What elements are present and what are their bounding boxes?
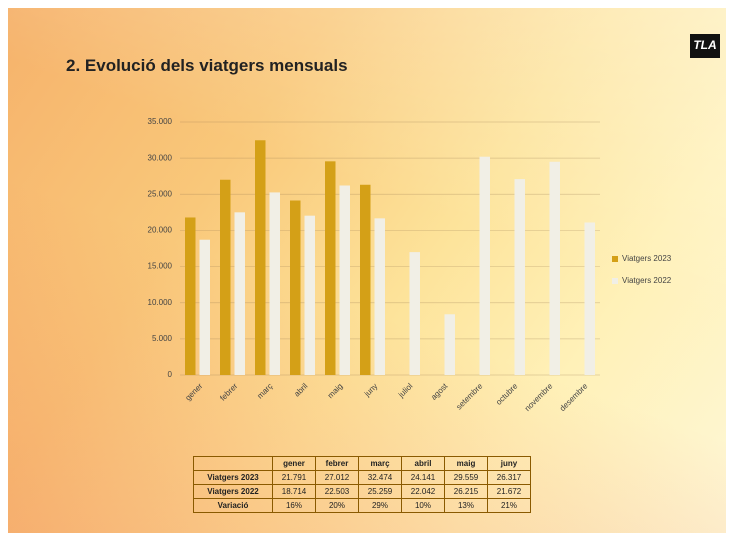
table-corner bbox=[194, 457, 273, 471]
table-header-cell: abril bbox=[402, 457, 445, 471]
table-header-cell: maig bbox=[445, 457, 488, 471]
bar bbox=[220, 180, 231, 375]
bar bbox=[515, 179, 526, 375]
table-cell: 21% bbox=[488, 499, 531, 513]
y-tick-label: 20.000 bbox=[148, 226, 173, 235]
chart: 0 5.000 10.000 15.000 20.000 25.000 30.000 35.0… bbox=[8, 8, 726, 533]
bar bbox=[200, 240, 211, 375]
x-tick-label: gener bbox=[184, 381, 205, 402]
x-tick-label: març bbox=[255, 382, 274, 401]
table-cell: 16% bbox=[273, 499, 316, 513]
legend-swatch bbox=[612, 278, 618, 284]
y-tick-label: 0 bbox=[168, 370, 173, 379]
table-row-header: Variació bbox=[194, 499, 273, 513]
x-tick-label: abril bbox=[292, 381, 309, 398]
bar bbox=[185, 217, 196, 375]
table-header-cell: juny bbox=[488, 457, 531, 471]
y-tick-label: 25.000 bbox=[148, 189, 173, 198]
legend-label: Viatgers 2022 bbox=[622, 276, 672, 285]
bar bbox=[360, 185, 371, 375]
y-tick-label: 15.000 bbox=[148, 262, 173, 271]
y-tick-label: 35.000 bbox=[148, 117, 173, 126]
table-cell: 21.791 bbox=[273, 471, 316, 485]
x-tick-label: juliol bbox=[396, 381, 415, 400]
bar bbox=[410, 252, 421, 375]
table-cell: 27.012 bbox=[316, 471, 359, 485]
bar bbox=[235, 212, 246, 375]
x-tick-label: desembre bbox=[558, 381, 590, 413]
table-header-cell: març bbox=[359, 457, 402, 471]
table-row-header: Viatgers 2023 bbox=[194, 471, 273, 485]
legend-label: Viatgers 2023 bbox=[622, 254, 672, 263]
y-tick-label: 10.000 bbox=[148, 298, 173, 307]
bar bbox=[480, 157, 491, 375]
bar bbox=[255, 140, 266, 375]
table-cell: 13% bbox=[445, 499, 488, 513]
x-tick-label: octubre bbox=[494, 381, 520, 407]
table-cell: 25.259 bbox=[359, 485, 402, 499]
table-cell: 32.474 bbox=[359, 471, 402, 485]
table-header-cell: febrer bbox=[316, 457, 359, 471]
x-tick-label: agost bbox=[429, 381, 450, 402]
bar bbox=[550, 162, 561, 375]
x-tick-label: setembre bbox=[454, 381, 484, 411]
table-row-header: Viatgers 2022 bbox=[194, 485, 273, 499]
table-cell: 22.503 bbox=[316, 485, 359, 499]
legend-swatch bbox=[612, 256, 618, 262]
table-cell: 24.141 bbox=[402, 471, 445, 485]
bar bbox=[290, 200, 301, 375]
bar bbox=[340, 186, 351, 375]
bar bbox=[585, 222, 596, 375]
table-cell: 20% bbox=[316, 499, 359, 513]
bar bbox=[375, 218, 386, 375]
table-cell: 29% bbox=[359, 499, 402, 513]
bar bbox=[305, 216, 316, 375]
table-cell: 21.672 bbox=[488, 485, 531, 499]
table-cell: 22.042 bbox=[402, 485, 445, 499]
slide: 2. Evolució dels viatgers mensuals TLA 0… bbox=[8, 8, 726, 533]
table-cell: 26.317 bbox=[488, 471, 531, 485]
bar bbox=[270, 192, 281, 375]
y-tick-label: 30.000 bbox=[148, 153, 173, 162]
table-header-cell: gener bbox=[273, 457, 316, 471]
table-cell: 29.559 bbox=[445, 471, 488, 485]
y-tick-label: 5.000 bbox=[152, 334, 173, 343]
bar bbox=[325, 161, 336, 375]
table-cell: 18.714 bbox=[273, 485, 316, 499]
x-tick-label: novembre bbox=[523, 381, 555, 413]
table-cell: 26.215 bbox=[445, 485, 488, 499]
bar bbox=[445, 314, 456, 375]
table-cell: 10% bbox=[402, 499, 445, 513]
x-tick-label: febrer bbox=[218, 381, 239, 402]
x-tick-label: maig bbox=[326, 382, 345, 401]
x-tick-label: juny bbox=[362, 382, 379, 399]
